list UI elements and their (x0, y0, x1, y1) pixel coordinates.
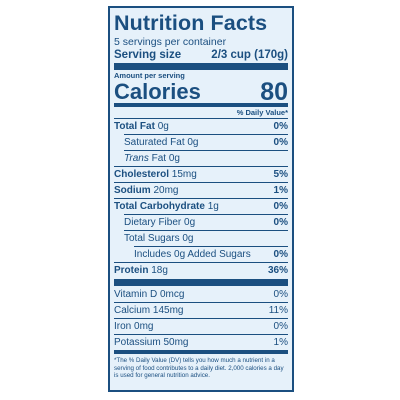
nutrient-row: Trans Fat 0g (124, 150, 288, 166)
nutrient: Total Fat 0g (114, 119, 169, 134)
daily-value: 0% (273, 121, 288, 132)
nutrient: Sodium 20mg (114, 183, 178, 198)
nutrient-row: Saturated Fat 0g 0% (124, 134, 288, 150)
nutrient-row: Protein 18g 36% (114, 262, 288, 278)
nutrient: Cholesterol 15mg (114, 167, 197, 182)
nutrient-row: Total Fat 0g 0% (114, 119, 288, 134)
nutrient-amount: 0mg (134, 321, 154, 332)
divider (114, 279, 288, 286)
servings: 5 servings per container (114, 36, 227, 48)
daily-value-header: % Daily Value* (114, 107, 288, 119)
daily-value: 36% (267, 265, 288, 276)
footnote: *The % Daily Value (DV) tells you how mu… (114, 357, 284, 379)
nutrient-row: Potassium 50mg 1% (114, 334, 288, 350)
nutrient-amount: 0g (157, 121, 169, 132)
nutrient: Potassium 50mg (114, 335, 188, 350)
nutrient-row: Includes 0g Added Sugars 0% (134, 246, 288, 262)
nutrient-row: Total Carbohydrate 1g 0% (114, 198, 288, 214)
nutrient-prefix: Trans (124, 153, 149, 164)
title: Nutrition Facts (114, 11, 268, 35)
divider (114, 350, 288, 354)
nutrient-name: Vitamin D (114, 289, 158, 300)
nutrient-name: Includes 0g Added Sugars (134, 249, 251, 260)
nutrition-label: Nutrition Facts 5 servings per container… (108, 6, 294, 392)
daily-value: 1% (273, 337, 288, 348)
nutrient-name: Total Fat (114, 121, 155, 132)
nutrient-amount: 15mg (171, 169, 197, 180)
nutrient-row: Calcium 145mg 11% (114, 302, 288, 318)
nutrient-name: Calcium (114, 305, 151, 316)
nutrient-amount: 20mg (153, 185, 179, 196)
serving-size-value: 2/3 cup (170g) (211, 49, 288, 61)
nutrient: Total Carbohydrate 1g (114, 199, 219, 214)
nutrient-amount: 0g (187, 137, 199, 148)
daily-value: 0% (273, 217, 288, 228)
daily-value: 0% (273, 201, 288, 212)
nutrient-amount: 145mg (152, 305, 184, 316)
nutrient-name: Dietary Fiber (124, 217, 182, 228)
daily-value: 0% (273, 321, 288, 332)
nutrient-row: Dietary Fiber 0g 0% (124, 214, 288, 230)
nutrient-name: Potassium (114, 337, 161, 348)
nutrient-name: Iron (114, 321, 132, 332)
nutrient-amount: 0mcg (159, 289, 185, 300)
daily-value: 11% (268, 305, 288, 316)
calories-label: Calories (114, 79, 201, 104)
amount-per-serving: Amount per serving (114, 71, 185, 80)
nutrient-name: Fat (151, 153, 167, 164)
nutrient-row: Total Sugars 0g (124, 230, 288, 246)
nutrient: Saturated Fat 0g (124, 135, 199, 150)
nutrients: Total Fat 0g 0% Saturated Fat 0g 0% Trans Fa… (114, 119, 288, 278)
vitamins: Vitamin D 0mcg 0% Calcium 145mg 11% Iron 0mg… (114, 287, 288, 350)
nutrient-row: Iron 0mg 0% (114, 318, 288, 334)
divider (114, 103, 288, 107)
divider (114, 63, 288, 70)
calories: Calories 80 (114, 78, 288, 106)
nutrient: Iron 0mg (114, 319, 153, 334)
nutrient-name: Total Sugars (124, 233, 180, 244)
nutrient-name: Cholesterol (114, 169, 170, 180)
nutrient-amount: 1g (207, 201, 219, 212)
nutrient-name: Total Carbohydrate (114, 201, 205, 212)
daily-value: 1% (273, 185, 288, 196)
nutrient: Vitamin D 0mcg (114, 287, 184, 302)
nutrient: Protein 18g (114, 263, 168, 278)
nutrient-name: Sodium (114, 185, 151, 196)
nutrient-name: Protein (114, 265, 149, 276)
daily-value: 5% (273, 169, 288, 180)
nutrient: Calcium 145mg (114, 303, 183, 318)
nutrient-name: Saturated Fat (124, 137, 185, 148)
nutrient-row: Sodium 20mg 1% (114, 182, 288, 198)
nutrient-row: Cholesterol 15mg 5% (114, 166, 288, 182)
daily-value: 0% (273, 249, 288, 260)
daily-value: 0% (273, 137, 288, 148)
nutrient: Trans Fat 0g (124, 151, 180, 166)
calories-value: 80 (260, 78, 288, 106)
nutrient-row: Vitamin D 0mcg 0% (114, 287, 288, 302)
daily-value: 0% (273, 289, 288, 300)
nutrient-amount: 18g (151, 265, 168, 276)
nutrient-amount: 50mg (163, 337, 189, 348)
serving-size-label: Serving size (114, 49, 182, 61)
nutrient: Includes 0g Added Sugars (134, 247, 251, 262)
nutrient-amount: 0g (184, 217, 196, 228)
serving-size: Serving size 2/3 cup (170g) (114, 48, 288, 62)
nutrient-amount: 0g (168, 153, 180, 164)
nutrient-amount: 0g (182, 233, 194, 244)
nutrient: Dietary Fiber 0g (124, 215, 195, 230)
nutrient: Total Sugars 0g (124, 231, 194, 246)
